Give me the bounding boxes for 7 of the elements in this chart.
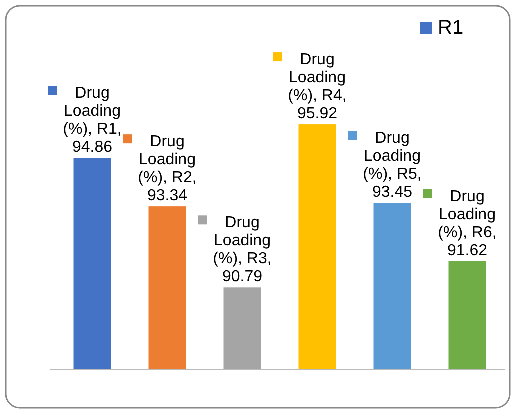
- data-label: Drug Loading (%), R6, 91.62: [438, 188, 497, 260]
- data-label: Drug Loading (%), R4, 95.92: [288, 52, 347, 123]
- data-label: Drug Loading (%), R3, 90.79: [213, 214, 272, 286]
- data-label: Drug Loading (%), R1, 94.86: [63, 85, 122, 156]
- data-label: Drug Loading (%), R2, 93.34: [138, 134, 197, 205]
- text: R1: [438, 17, 464, 39]
- data-label: Drug Loading (%), R5, 93.45: [363, 130, 422, 202]
